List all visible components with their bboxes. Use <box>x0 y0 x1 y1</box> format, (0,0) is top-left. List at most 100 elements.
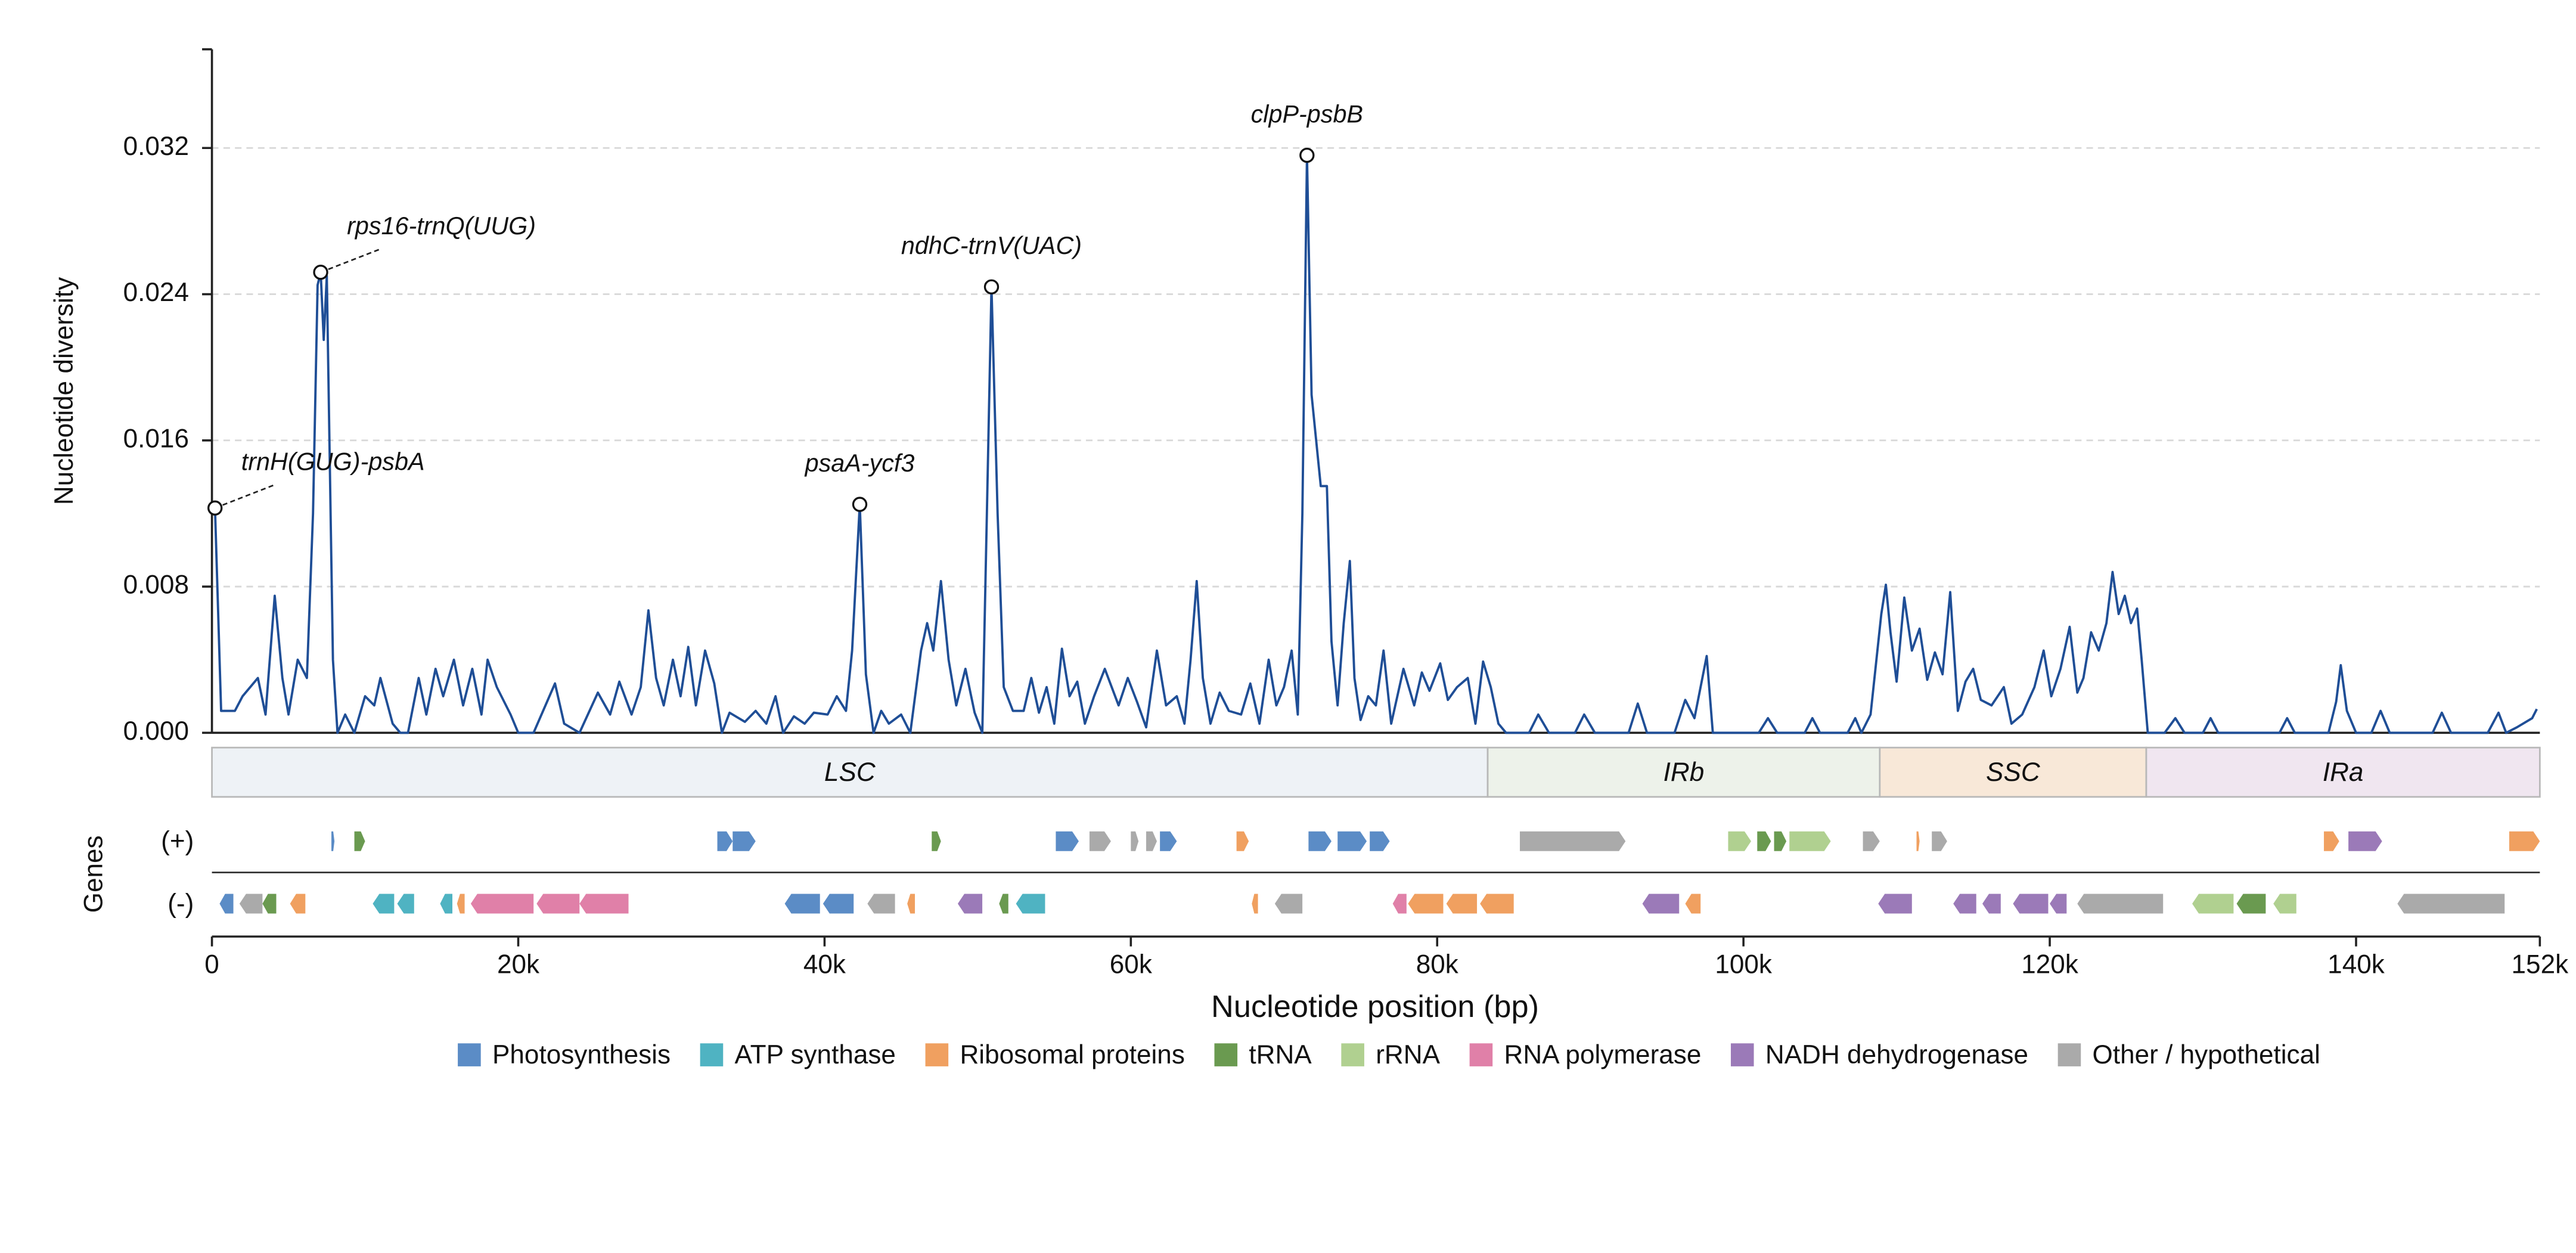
y-tick-label: 0.000 <box>123 717 189 746</box>
gene <box>907 894 915 914</box>
annotation-point <box>313 265 328 280</box>
annotation-leader <box>320 248 380 274</box>
gene <box>2397 894 2505 914</box>
gene <box>1056 831 1079 851</box>
gene <box>290 894 306 914</box>
strand-label: (-) <box>167 889 194 918</box>
x-tick-label: 100k <box>1715 950 1773 979</box>
gene <box>1408 894 1444 914</box>
gene <box>784 894 820 914</box>
gene <box>1953 894 1976 914</box>
gene <box>1480 894 1514 914</box>
gene <box>2509 831 2540 851</box>
x-tick-label: 0 <box>204 950 219 979</box>
y-axis-label: Nucleotide diversity <box>49 277 79 505</box>
genes-label: Genes <box>79 835 108 913</box>
legend-label: rRNA <box>1376 1040 1440 1069</box>
gene <box>1446 894 1478 914</box>
x-tick-label: 80k <box>1416 950 1459 979</box>
gene <box>1878 894 1912 914</box>
gene <box>1131 831 1139 851</box>
gene <box>1274 894 1303 914</box>
gene <box>1728 831 1752 851</box>
gene <box>823 894 854 914</box>
annotation-leader <box>215 484 275 509</box>
gene <box>2013 894 2049 914</box>
legend-swatch <box>925 1043 949 1066</box>
strand-label: (+) <box>161 827 194 856</box>
line <box>213 154 2538 734</box>
annotation-point <box>1299 147 1315 163</box>
gene <box>717 831 733 851</box>
gene <box>1308 831 1332 851</box>
gene <box>1932 831 1947 851</box>
gene <box>1863 831 1880 851</box>
gene <box>219 894 234 914</box>
gene <box>1642 894 1680 914</box>
region-label: SSC <box>1986 758 2041 787</box>
annotation-label: clpP-psbB <box>1251 100 1363 128</box>
x-tick-label: 152k <box>2512 950 2569 979</box>
gene <box>457 894 465 914</box>
gene <box>373 894 395 914</box>
gene <box>2077 894 2164 914</box>
gene <box>957 894 983 914</box>
gene <box>1016 894 1045 914</box>
y-tick-label: 0.016 <box>123 424 189 453</box>
gene <box>1916 831 1920 851</box>
legend-swatch <box>700 1043 724 1066</box>
gene <box>867 894 895 914</box>
gene <box>733 831 756 851</box>
gene <box>331 831 335 851</box>
legend-swatch <box>2057 1043 2081 1066</box>
gene <box>1685 894 1701 914</box>
gene <box>1146 831 1157 851</box>
gene <box>2236 894 2266 914</box>
x-tick-label: 140k <box>2327 950 2385 979</box>
gene <box>1252 894 1258 914</box>
gene <box>440 894 453 914</box>
region <box>1879 746 2147 798</box>
gene <box>2050 894 2067 914</box>
legend-label: ATP synthase <box>735 1040 896 1069</box>
gene <box>2192 894 2234 914</box>
annotation-label: psaA-ycf3 <box>804 449 915 477</box>
gene <box>2348 831 2382 851</box>
annotation-label: trnH(GUG)-psbA <box>241 448 425 476</box>
annotation-point <box>852 497 868 512</box>
gene <box>536 894 580 914</box>
gene <box>2273 894 2296 914</box>
legend-label: Photosynthesis <box>492 1040 671 1069</box>
gene <box>1160 831 1177 851</box>
gene <box>1757 831 1771 851</box>
gene <box>999 894 1008 914</box>
legend-label: NADH dehydrogenase <box>1765 1040 2028 1069</box>
gene <box>579 894 629 914</box>
region-label: LSC <box>824 758 876 787</box>
annotation-point <box>207 500 223 516</box>
gene <box>470 894 534 914</box>
gene <box>354 831 365 851</box>
legend-swatch <box>1469 1043 1493 1066</box>
gene <box>1520 831 1626 851</box>
gene <box>1337 831 1367 851</box>
legend-swatch <box>1341 1043 1364 1066</box>
gene <box>1236 831 1249 851</box>
y-tick-label: 0.008 <box>123 570 189 600</box>
gene <box>239 894 263 914</box>
gene <box>262 894 277 914</box>
gene <box>397 894 414 914</box>
gene <box>2324 831 2339 851</box>
region-label: IRa <box>2323 758 2364 787</box>
gene <box>932 831 941 851</box>
legend-swatch <box>458 1043 481 1066</box>
gene <box>1370 831 1390 851</box>
annotation-label: rps16-trnQ(UUG) <box>347 212 536 240</box>
x-tick-label: 40k <box>803 950 846 979</box>
x-tick-label: 120k <box>2021 950 2079 979</box>
gene <box>1089 831 1111 851</box>
gene <box>1774 831 1787 851</box>
legend-swatch <box>1214 1043 1238 1066</box>
